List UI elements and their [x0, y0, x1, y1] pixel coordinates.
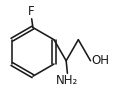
Text: F: F [28, 5, 35, 18]
Text: OH: OH [92, 54, 110, 67]
Text: NH₂: NH₂ [56, 74, 79, 87]
